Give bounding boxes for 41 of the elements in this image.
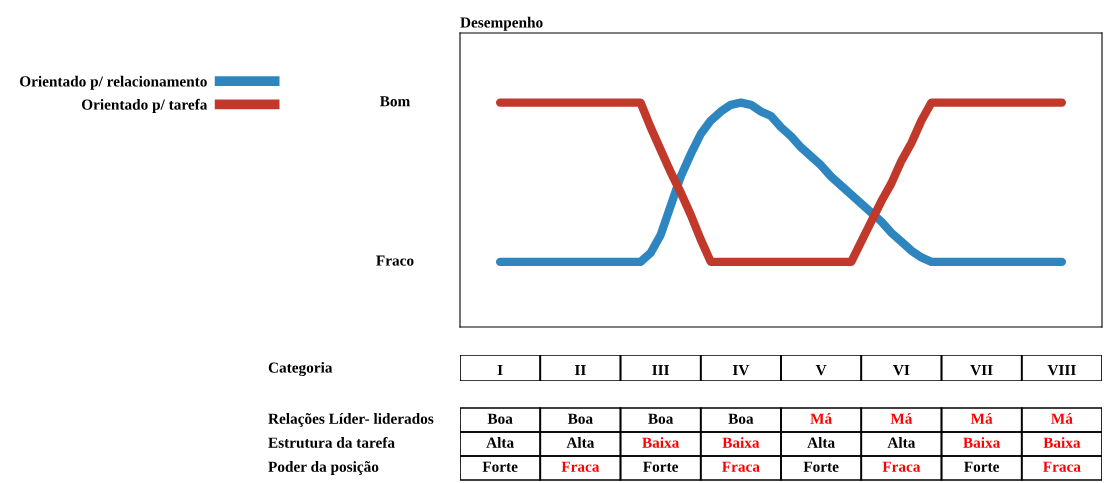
text: Má <box>970 413 993 424</box>
x-tick-label: VIII <box>1047 365 1076 376</box>
text: Baixa <box>722 437 760 448</box>
text: Alta <box>887 437 916 448</box>
text: Bom <box>379 96 411 107</box>
text: Baixa <box>642 437 680 448</box>
text: Baixa <box>1043 437 1081 448</box>
x-tick-label: II <box>574 365 586 376</box>
x-tick-label: IV <box>732 365 750 376</box>
category-label: Estrutura da tarefa <box>268 436 395 448</box>
x-tick-label: V <box>815 365 827 376</box>
text: Fraca <box>722 461 760 472</box>
text: Forte <box>482 461 518 472</box>
category-label: Poder da posição <box>268 461 379 475</box>
text: Boa <box>487 413 513 424</box>
text: Alta <box>486 437 514 448</box>
text: Forte <box>643 461 679 472</box>
x-tick-label: I <box>497 365 503 376</box>
text: Baixa <box>963 437 1001 448</box>
text: Fraca <box>561 461 600 472</box>
text: Categoria <box>268 362 333 376</box>
text: Forte <box>803 461 839 472</box>
text: Fraco <box>376 255 414 266</box>
legend-label: Orientado p/ relacionamento <box>20 75 207 90</box>
y-axis-title: Desempenho <box>460 16 543 31</box>
x-tick-label: VI <box>893 365 910 376</box>
text: Forte <box>964 461 1000 472</box>
text: Boa <box>728 413 754 424</box>
text: Má <box>890 413 913 424</box>
text: Má <box>810 413 832 424</box>
text: Boa <box>648 413 674 424</box>
legend-label: Orientado p/ tarefa <box>81 98 208 113</box>
text: Alta <box>807 437 835 448</box>
x-tick-label: III <box>652 365 670 376</box>
text: Fraca <box>1043 461 1081 472</box>
text: Boa <box>567 413 593 424</box>
text: Alta <box>566 437 595 448</box>
text: Fraca <box>882 461 921 472</box>
text: Má <box>1051 413 1073 424</box>
x-tick-label: VII <box>970 365 993 376</box>
category-label: Relações Líder- liderados <box>268 413 434 427</box>
